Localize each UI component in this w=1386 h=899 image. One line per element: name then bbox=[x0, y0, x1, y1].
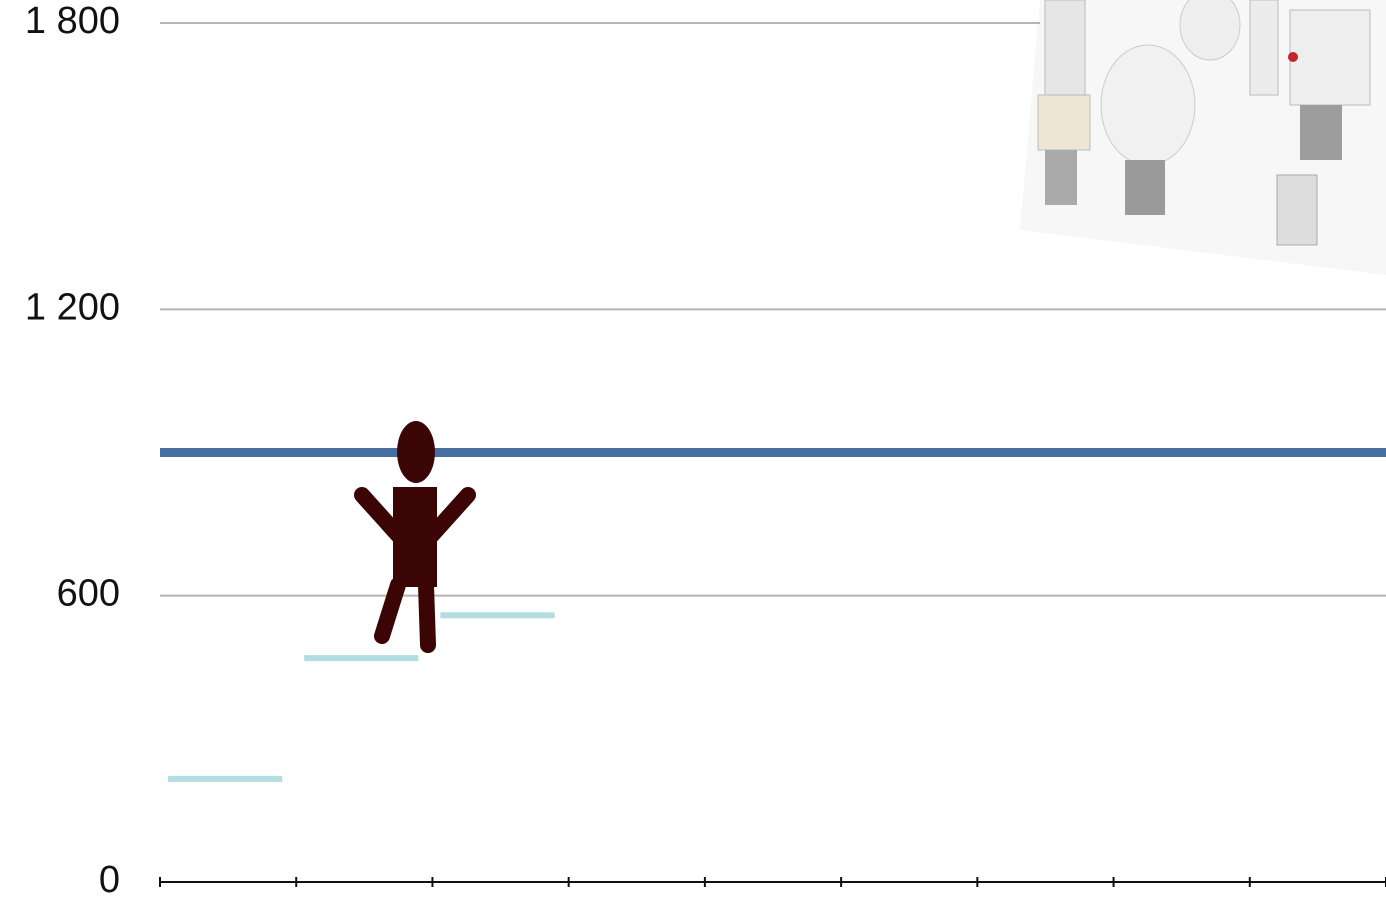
y-tick-label: 1 200 bbox=[25, 286, 120, 328]
axes bbox=[160, 22, 1386, 597]
bulbs-picture bbox=[1020, 0, 1386, 275]
y-tick-label: 1 800 bbox=[25, 0, 120, 42]
y-tick-label: 600 bbox=[57, 573, 120, 615]
person-figure bbox=[354, 421, 476, 653]
y-tick-label: 0 bbox=[99, 859, 120, 899]
